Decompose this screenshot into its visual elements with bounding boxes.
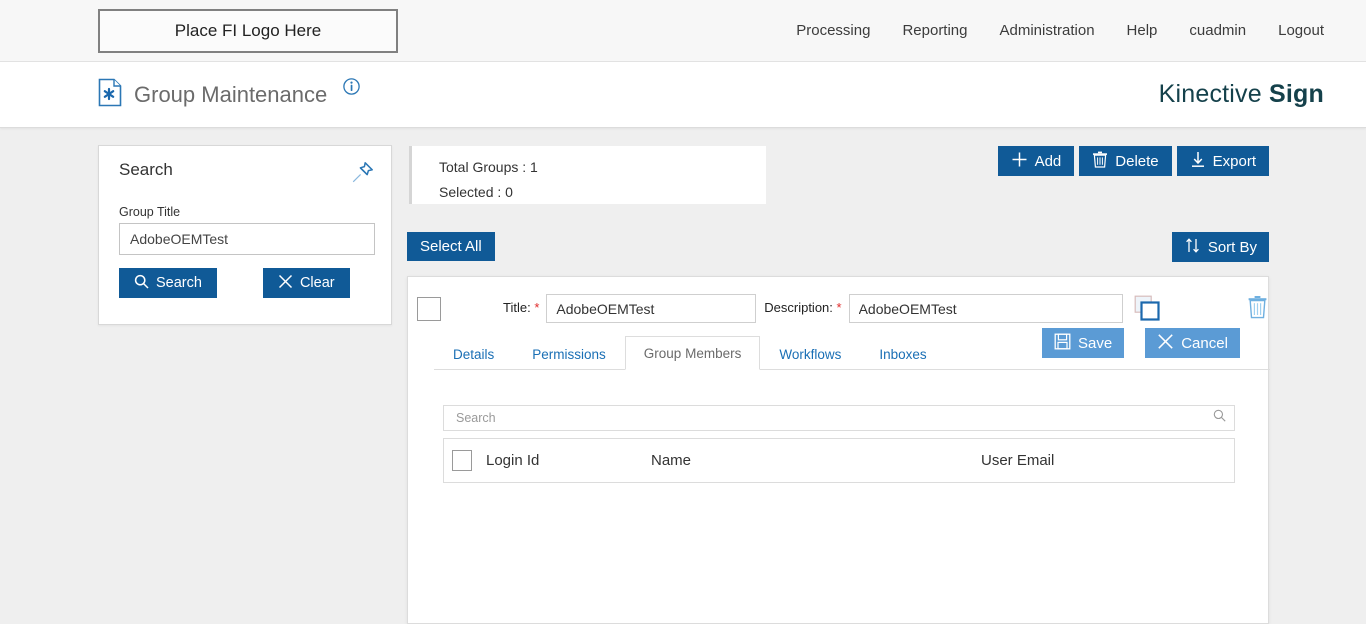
page-title-bar: Group Maintenance Kinective Sign [0,62,1366,128]
description-label-text: Description: [764,300,833,315]
add-button[interactable]: Add [997,146,1075,176]
fi-logo-text: Place FI Logo Here [174,20,322,40]
brand-name-light: Kinective [1158,80,1262,108]
toolbar-actions: Add Delete [997,146,1269,176]
title-input[interactable] [546,294,757,323]
group-record-card: Title: * Description: * [407,276,1270,624]
info-circle-icon[interactable] [343,77,360,100]
clear-button[interactable]: Clear [262,268,350,298]
delete-button-label: Delete [1115,152,1159,170]
total-groups-text: Total Groups : 1 [439,159,538,175]
delete-button[interactable]: Delete [1079,146,1172,176]
tab-permissions[interactable]: Permissions [532,347,606,362]
search-button-label: Search [156,275,202,291]
save-cancel-group: Save Cancel [1042,328,1240,358]
export-button-label: Export [1212,152,1256,170]
save-button[interactable]: Save [1042,328,1125,358]
close-x-icon [278,274,293,293]
sort-by-button[interactable]: Sort By [1171,232,1269,262]
nav-item-help[interactable]: Help [1126,22,1158,39]
group-title-input[interactable] [119,223,375,255]
search-panel: Search Group Title [98,145,392,325]
brand-logo: Kinective Sign [1159,80,1324,109]
column-header-name[interactable]: Name [651,452,692,469]
pin-icon[interactable] [349,160,375,191]
member-search-box[interactable] [443,405,1235,431]
search-panel-header: Search [99,146,391,191]
search-panel-buttons: Search Clear [99,255,391,298]
export-button[interactable]: Export [1176,146,1269,176]
main-content-area: Search Group Title [0,128,1366,624]
document-asterisk-icon [98,78,122,112]
search-panel-title: Search [119,160,173,179]
search-button[interactable]: Search [119,268,217,298]
magnifier-icon[interactable] [1213,409,1226,427]
title-field-label: Title: * [503,300,539,315]
column-header-login-id[interactable]: Login Id [486,452,540,469]
save-button-label: Save [1078,334,1113,352]
cancel-button[interactable]: Cancel [1145,328,1240,358]
group-record-fields-row: Title: * Description: * [408,277,1268,331]
nav-item-logout[interactable]: Logout [1278,22,1324,39]
tab-group-members[interactable]: Group Members [624,336,761,370]
nav-item-processing[interactable]: Processing [796,22,871,39]
sort-arrows-icon [1184,237,1201,258]
group-members-table: Login Id Name User Email [443,438,1235,483]
page-title-group: Group Maintenance [98,77,360,112]
download-icon [1190,151,1206,172]
page-title: Group Maintenance [134,81,328,107]
copy-icon[interactable] [1134,295,1161,327]
selected-count-text: Selected : 0 [439,183,513,200]
top-header-bar: Place FI Logo Here Processing Reporting … [0,0,1366,62]
nav-item-administration[interactable]: Administration [999,22,1095,39]
member-search-input[interactable] [454,410,1213,426]
brand-name-bold: Sign [1269,80,1324,108]
row-delete-trash-icon[interactable] [1247,295,1268,324]
tab-inboxes[interactable]: Inboxes [879,347,927,362]
fi-logo-placeholder: Place FI Logo Here [98,8,398,53]
add-button-label: Add [1034,152,1062,170]
description-field-label: Description: * [764,300,841,315]
tab-workflows[interactable]: Workflows [779,347,842,362]
floppy-save-icon [1054,333,1071,354]
close-x-icon [1157,333,1174,354]
summary-panel: Total Groups : 1 Selected : 0 [409,146,766,204]
title-label-text: Title: [503,300,531,315]
sort-by-label: Sort By [1207,238,1257,256]
magnifier-icon [134,274,149,293]
title-required-asterisk: * [534,300,540,315]
column-header-user-email[interactable]: User Email [981,452,1055,469]
cancel-button-label: Cancel [1181,334,1228,352]
members-select-all-checkbox[interactable] [452,450,472,471]
nav-item-user-cuadmin[interactable]: cuadmin [1189,22,1247,39]
row-select-checkbox[interactable] [417,297,441,321]
group-title-label: Group Title [119,205,181,219]
main-navigation: Processing Reporting Administration Help… [796,22,1324,39]
tab-details[interactable]: Details [453,347,495,362]
description-required-asterisk: * [836,300,842,315]
trash-icon [1092,151,1108,172]
nav-item-reporting[interactable]: Reporting [902,22,968,39]
description-input[interactable] [848,294,1123,323]
select-all-button[interactable]: Select All [407,232,495,261]
record-tabs: Details Permissions Group Members Workfl… [434,335,1270,370]
clear-button-label: Clear [299,275,335,291]
plus-icon [1011,151,1028,172]
